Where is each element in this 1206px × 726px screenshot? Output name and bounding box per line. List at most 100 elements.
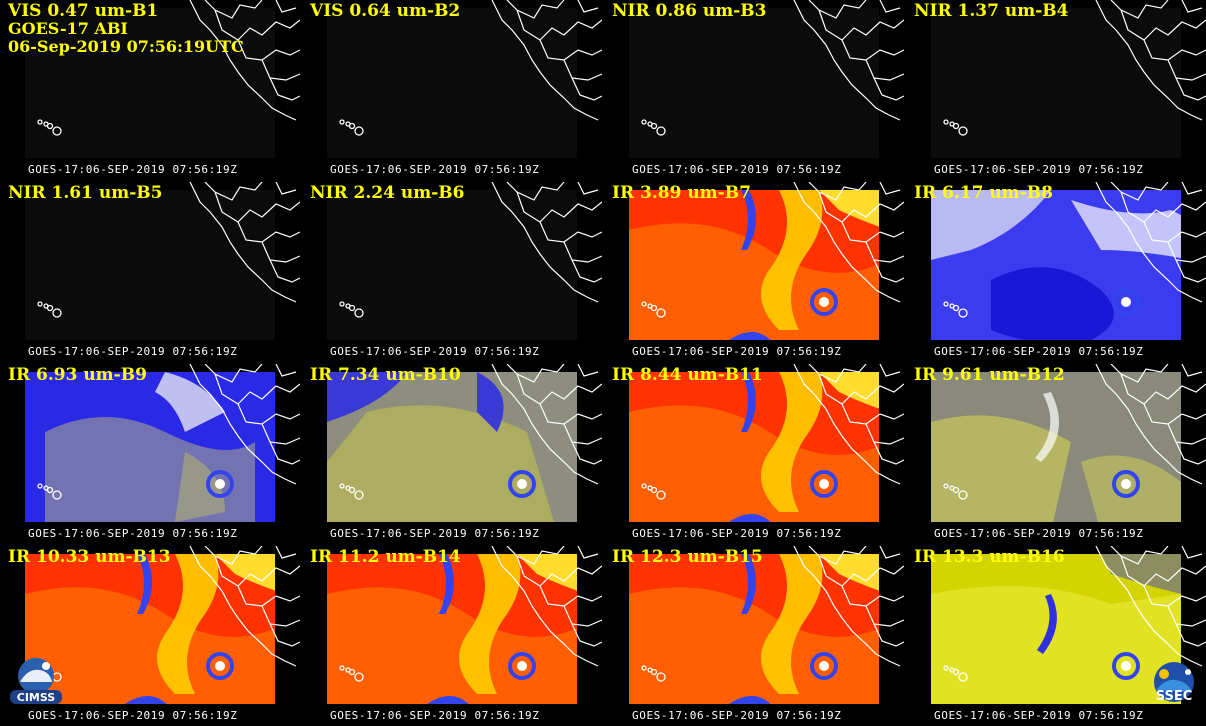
band-label: IR 8.44 um-B11 [612,365,763,385]
hurricane-eye [1121,661,1131,671]
band-label: IR 7.34 um-B10 [310,365,461,385]
cloud-feature [991,267,1114,340]
cloud-feature [327,405,554,522]
panel-timestamp: GOES-17:06-SEP-2019 07:56:19Z [28,345,238,358]
hurricane-swirl [1112,470,1140,498]
hawaii-outline [943,665,968,682]
cloud-feature [1081,455,1181,522]
panel-timestamp: GOES-17:06-SEP-2019 07:56:19Z [934,709,1144,722]
band-panel: IR 7.34 um-B10 GOES-17:06-SEP-2019 07:56:… [302,364,602,544]
band-label: IR 12.3 um-B15 [612,547,763,567]
band-panel: IR 11.2 um-B14 GOES-17:06-SEP-2019 07:56:… [302,546,602,726]
satellite-image [327,0,602,158]
panel-timestamp: GOES-17:06-SEP-2019 07:56:19Z [28,709,238,722]
panel-timestamp: GOES-17:06-SEP-2019 07:56:19Z [934,527,1144,540]
band-panel: IR 6.17 um-B8 GOES-17:06-SEP-2019 07:56:1… [906,182,1206,362]
satellite-image [25,364,300,522]
hawaii-outline [943,483,968,500]
band-label: NIR 0.86 um-B3 [612,1,767,21]
band-label: NIR 2.24 um-B6 [310,183,465,203]
panel-timestamp: GOES-17:06-SEP-2019 07:56:19Z [934,345,1144,358]
cloud-feature [729,696,771,704]
hawaii-outline [943,301,968,318]
band-panel: IR 9.61 um-B12 GOES-17:06-SEP-2019 07:56:… [906,364,1206,544]
panel-timestamp: GOES-17:06-SEP-2019 07:56:19Z [632,527,842,540]
satellite-image [931,182,1206,340]
satellite-name: GOES-17 ABI [8,19,128,38]
cloud-feature [125,696,167,704]
cimss-logo: CIMSS [10,658,62,704]
satellite-image [327,182,602,340]
cloud-feature [761,190,823,330]
hurricane-eye [1121,297,1131,307]
cloud-feature [931,586,1181,704]
band-label: IR 10.33 um-B13 [8,547,171,567]
cloud-feature [931,415,1071,522]
map-outline [1095,0,1206,121]
map-outline [793,546,904,667]
cloud-feature [137,554,153,614]
satellite-image [931,364,1206,522]
scan-datetime: 06-Sep-2019 07:56:19UTC [8,37,244,56]
map-outline [1095,364,1206,485]
hawaii-outline [339,301,364,318]
panel-timestamp: GOES-17:06-SEP-2019 07:56:19Z [632,709,842,722]
image-field [25,190,275,340]
hurricane-eye [1121,479,1131,489]
hawaii-outline [37,119,62,136]
satellite-image [25,546,300,704]
cloud-feature [175,452,225,522]
band-label: NIR 1.37 um-B4 [914,1,1069,21]
satellite-image [327,546,602,704]
cloud-feature [741,190,757,250]
satellite-image [629,546,904,704]
panel-timestamp: GOES-17:06-SEP-2019 07:56:19Z [28,527,238,540]
cloud-feature [477,372,504,432]
panel-timestamp: GOES-17:06-SEP-2019 07:56:19Z [632,345,842,358]
band-panel: VIS 0.64 um-B2 GOES-17:06-SEP-2019 07:56:… [302,0,602,180]
hurricane-swirl [810,288,838,316]
image-field [327,190,577,340]
band-label: IR 13.3 um-B16 [914,547,1065,567]
hurricane-swirl [206,470,234,498]
hurricane-eye [819,297,829,307]
map-outline [793,0,904,121]
image-field [629,8,879,158]
cloud-feature [1037,594,1057,654]
satellite-image [327,364,602,522]
satellite-image [629,182,904,340]
band-label: IR 9.61 um-B12 [914,365,1065,385]
hawaii-outline [339,483,364,500]
map-outline [189,364,300,485]
satellite-image [931,0,1206,158]
band-label: IR 11.2 um-B14 [310,547,461,567]
cloud-feature [741,554,757,614]
map-outline [189,0,300,121]
hurricane-eye [517,661,527,671]
cimss-logo-text: CIMSS [17,691,56,704]
map-outline [1095,182,1206,303]
satellite-image [25,182,300,340]
panel-timestamp: GOES-17:06-SEP-2019 07:56:19Z [934,163,1144,176]
map-outline [491,364,602,485]
cloud-feature [761,372,823,512]
satellite-image [25,0,300,158]
band-panel: IR 12.3 um-B15 GOES-17:06-SEP-2019 07:56:… [604,546,904,726]
map-outline [189,182,300,303]
band-panel: VIS 0.47 um-B1 GOES-17 ABI 06-Sep-2019 07:… [0,0,300,180]
map-outline [189,546,300,667]
map-outline [491,182,602,303]
hawaii-outline [943,119,968,136]
hurricane-swirl [508,652,536,680]
panel-timestamp: GOES-17:06-SEP-2019 07:56:19Z [330,527,540,540]
band-label: IR 6.93 um-B9 [8,365,147,385]
band-label: IR 3.89 um-B7 [612,183,751,203]
band-panel: NIR 2.24 um-B6 GOES-17:06-SEP-2019 07:56:… [302,182,602,362]
band-label: VIS 0.64 um-B2 [310,1,461,21]
cloud-feature [761,554,823,694]
ssec-logo-text: SSEC [1156,689,1193,704]
image-field [327,8,577,158]
cloud-feature [729,332,771,340]
cloud-feature [459,554,521,694]
